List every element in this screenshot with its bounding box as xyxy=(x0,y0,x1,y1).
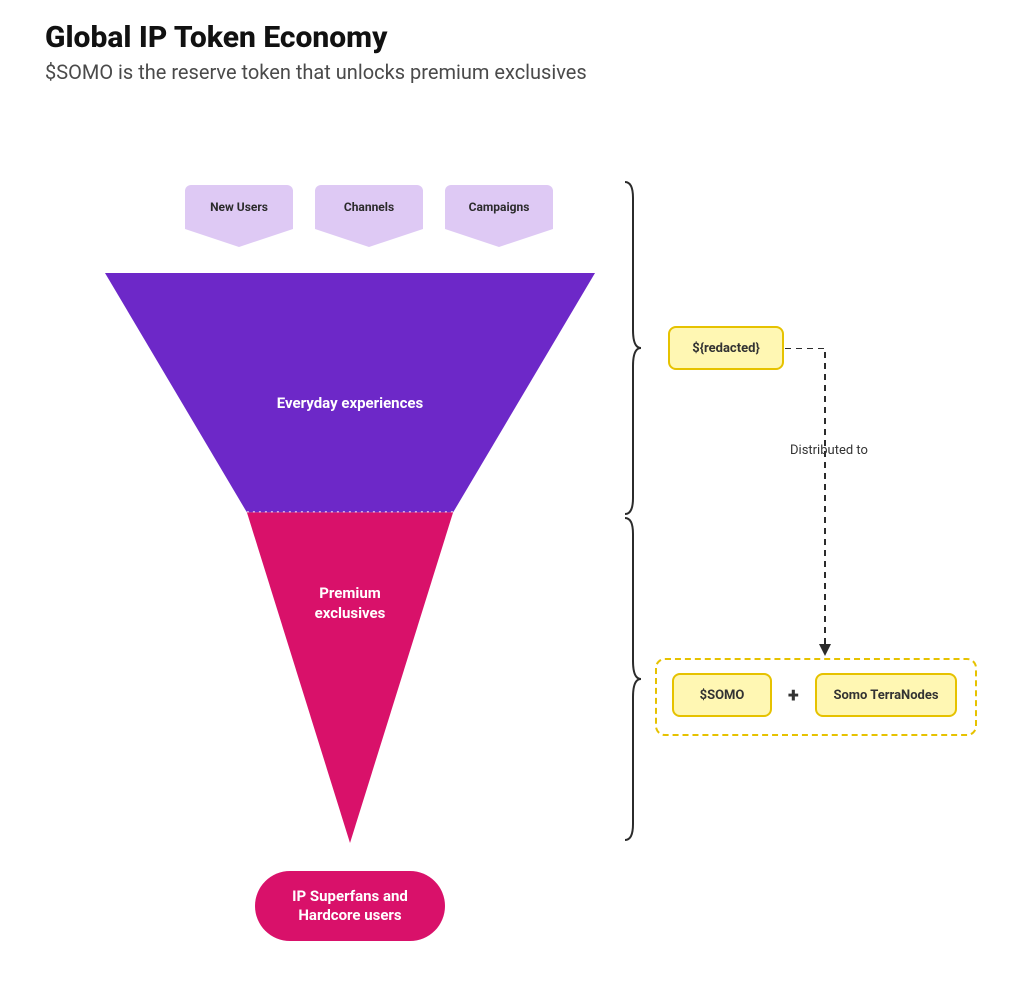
terranodes-box-label: Somo TerraNodes xyxy=(833,688,938,703)
somo-box-label: $SOMO xyxy=(700,688,745,703)
somo-box: $SOMO xyxy=(672,673,772,717)
superfans-pill: IP Superfans and Hardcore users xyxy=(255,871,445,941)
funnel-label-top: Everyday experiences xyxy=(270,393,430,413)
funnel-svg xyxy=(105,273,595,843)
superfans-label: IP Superfans and Hardcore users xyxy=(269,887,431,926)
input-tag-label: New Users xyxy=(210,200,268,214)
input-tag-campaigns: Campaigns xyxy=(445,185,553,241)
distribution-label: Distributed to xyxy=(790,443,868,458)
input-tag-label: Campaigns xyxy=(469,200,530,214)
redacted-box-label: ${redacted} xyxy=(692,341,759,356)
input-tag-arrow-icon xyxy=(315,229,423,247)
funnel-chart: Everyday experiences Premium exclusives xyxy=(105,273,595,843)
page-root: Global IP Token Economy $SOMO is the res… xyxy=(0,0,1012,987)
input-tag-arrow-icon xyxy=(185,229,293,247)
funnel-label-bottom: Premium exclusives xyxy=(270,583,430,624)
terranodes-box: Somo TerraNodes xyxy=(815,673,957,717)
brace-top-icon xyxy=(623,180,643,516)
redacted-box: ${redacted} xyxy=(668,326,784,370)
input-tag-channels: Channels xyxy=(315,185,423,241)
brace-bottom-icon xyxy=(623,516,643,842)
page-subtitle: $SOMO is the reserve token that unlocks … xyxy=(45,60,587,84)
input-tag-arrow-icon xyxy=(445,229,553,247)
page-title: Global IP Token Economy xyxy=(45,20,387,55)
input-tag-new-users: New Users xyxy=(185,185,293,241)
input-tag-label: Channels xyxy=(344,200,394,214)
funnel-segment-bottom xyxy=(247,512,453,843)
distribution-arrow xyxy=(775,348,845,656)
plus-icon: + xyxy=(788,683,799,707)
